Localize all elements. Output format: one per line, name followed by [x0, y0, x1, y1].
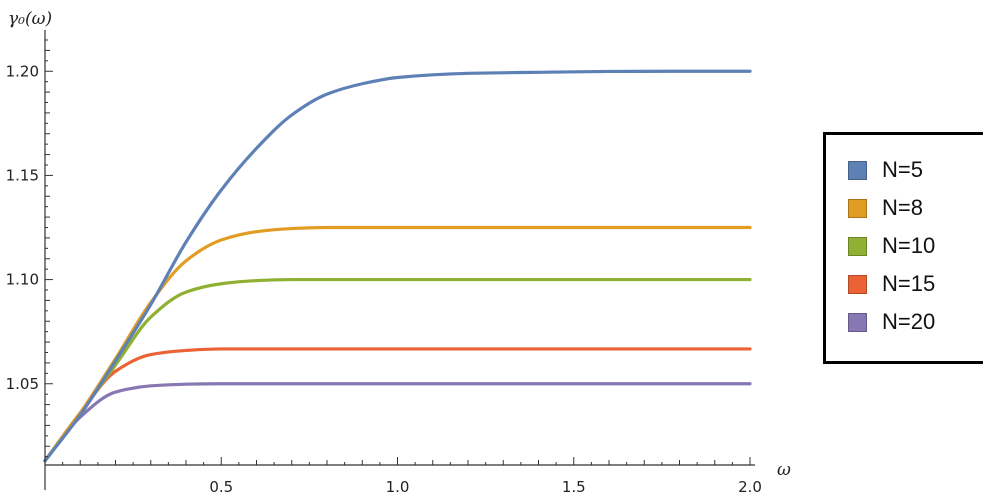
x-tick-label: 1.5 [562, 478, 586, 496]
legend-label: N=20 [882, 309, 936, 334]
axes-layer: 0.5 1.0 1.5 2.0 1.05 1.10 1.15 1.20 ω γ₀(ω) [6, 9, 791, 496]
legend-item: N=15 [848, 265, 983, 303]
legend-label: N=15 [882, 271, 936, 296]
x-tick-label: 0.5 [209, 478, 233, 496]
legend-swatch [848, 312, 867, 332]
series-layer [43, 69, 752, 463]
legend-item: N=8 [848, 189, 983, 227]
series-line-n-20 [43, 382, 752, 463]
legend-list: N=5 N=8 N=10 N=15 N=20 [826, 135, 983, 341]
series-line-n-8 [43, 225, 752, 463]
x-tick-label: 1.0 [386, 478, 410, 496]
y-tick-label: 1.10 [6, 271, 39, 289]
x-axis-title: ω [777, 460, 791, 480]
y-tick-label: 1.20 [6, 62, 39, 80]
legend-item: N=10 [848, 227, 983, 265]
legend-swatch [848, 160, 867, 180]
legend: N=5 N=8 N=10 N=15 N=20 [823, 132, 983, 364]
legend-swatch [848, 236, 867, 256]
legend-item: N=20 [848, 303, 983, 341]
series-line-n-10 [43, 277, 752, 463]
y-axis-title: γ₀(ω) [8, 9, 52, 29]
x-tick-label: 2.0 [738, 478, 762, 496]
y-tick-label: 1.15 [6, 166, 39, 184]
series-line-n-5 [43, 69, 752, 463]
legend-item: N=5 [848, 151, 983, 189]
x-ticks: 0.5 1.0 1.5 2.0 [62, 457, 762, 496]
legend-label: N=5 [882, 157, 923, 182]
y-ticks: 1.05 1.10 1.15 1.20 [6, 39, 53, 458]
legend-label: N=8 [882, 195, 923, 220]
legend-label: N=10 [882, 233, 936, 258]
legend-swatch [848, 274, 867, 294]
legend-swatch [848, 198, 867, 218]
series-line-n-15 [43, 347, 752, 463]
y-tick-label: 1.05 [6, 375, 39, 393]
